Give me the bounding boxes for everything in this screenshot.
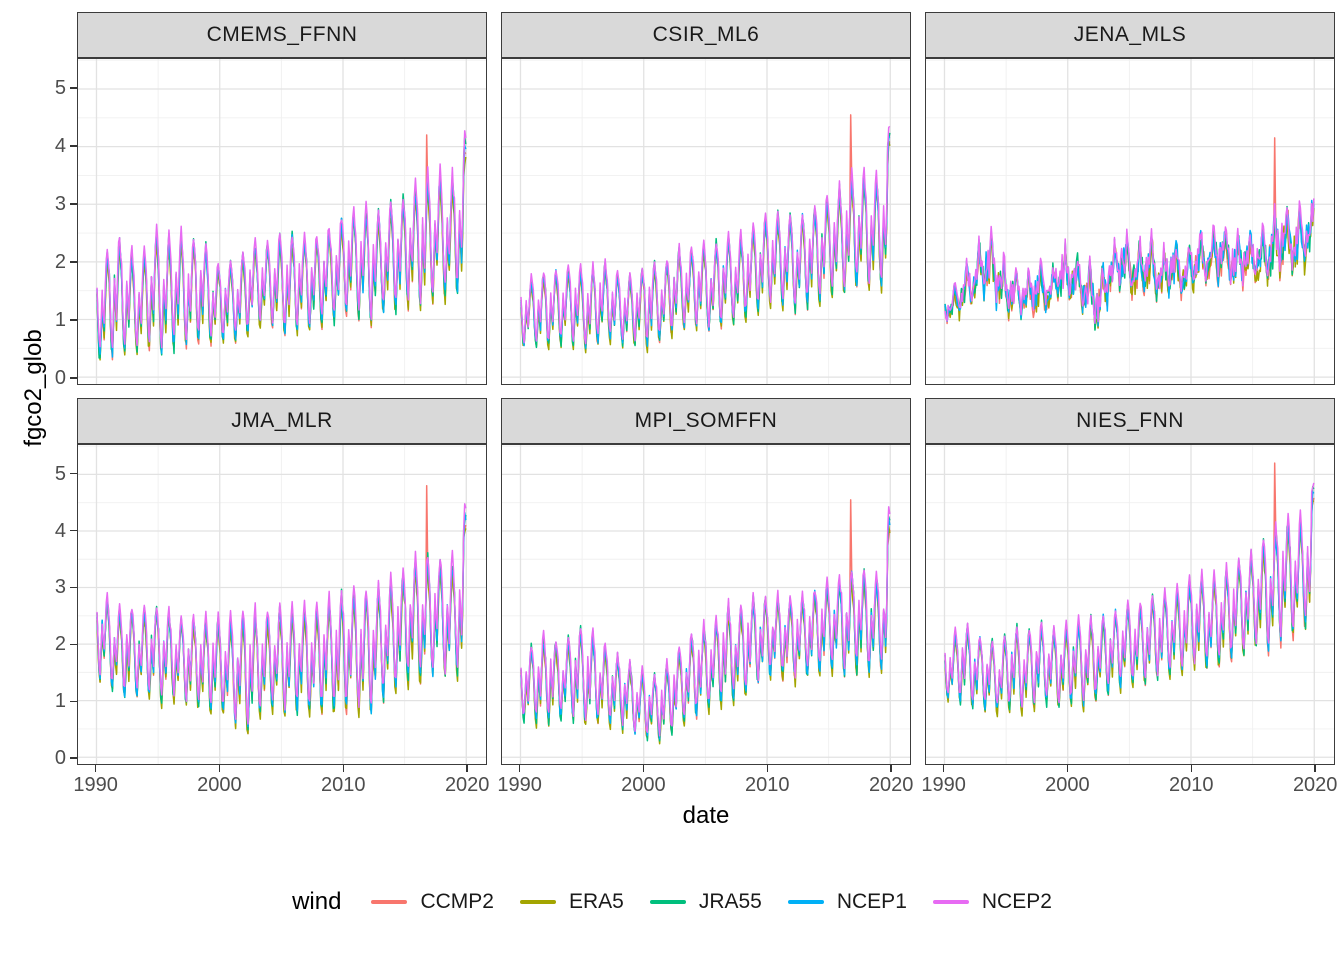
y-axis-tick [70,203,77,205]
y-axis-tick [70,261,77,263]
y-axis-tick-label: 1 [54,309,66,332]
y-axis-tick [70,377,77,379]
facet-plot-csir-ml6 [502,59,910,384]
facet-strip-mpi-somffn: MPI_SOMFFN [501,398,911,444]
facet-plot-mpi-somffn [502,445,910,764]
x-axis-tick-label: 2010 [745,774,790,796]
x-axis-tick [1190,765,1193,772]
y-axis-tick-label: 0 [54,747,66,770]
facet-strip-label: NIES_FNN [1076,409,1184,432]
y-axis-tick [70,529,77,532]
y-axis-tick-label: 4 [54,135,66,158]
facet-strip-label: CMEMS_FFNN [206,23,358,46]
legend-key-line-era5 [519,900,556,904]
y-axis-tick-label: 2 [54,633,66,656]
x-axis-tick [342,765,345,772]
facet-strip-csir-ml6: CSIR_ML6 [501,12,911,58]
x-axis-tick-label: 1990 [497,774,542,796]
x-axis-tick-label: 2000 [1045,774,1090,796]
x-axis-tick [1314,765,1316,772]
facet-panel-jma-mlr [77,444,487,765]
x-axis-tick [518,765,521,772]
legend-entry-jra55: JRA55 [649,890,762,914]
x-axis-tick-label: 2000 [197,774,242,796]
legend: wind CCMP2 ERA5 JRA55 NCEP1 NCEP2 [0,878,1344,926]
x-axis-tick [466,765,468,772]
y-axis-tick-label: 3 [54,193,66,216]
y-axis-tick-label: 1 [54,690,66,713]
facet-strip-jma-mlr: JMA_MLR [77,398,487,444]
facet-plot-cmems-ffnn [78,59,486,384]
legend-label: ERA5 [568,890,624,913]
x-axis-title: date [682,802,730,829]
series-line-ncep2 [520,506,891,737]
facet-panel-nies-fnn [925,444,1335,765]
legend-entry-ccmp2: CCMP2 [371,890,494,914]
y-axis-tick-label: 2 [54,251,66,274]
legend-key-line-ccmp2 [371,900,408,904]
legend-key-line-ncep1 [787,900,824,904]
y-axis-tick-label: 4 [54,519,66,542]
legend-entry-era5: ERA5 [519,890,624,914]
y-axis-tick-label: 0 [54,367,66,389]
legend-entry-ncep2: NCEP2 [932,890,1052,914]
facet-strip-cmems-ffnn: CMEMS_FFNN [77,12,487,58]
y-axis-tick [70,700,77,703]
x-axis-tick [94,765,97,772]
y-axis-tick [70,145,77,147]
y-axis-tick-label: 5 [54,462,66,485]
legend-entry-ncep1: NCEP1 [787,890,907,914]
series-line-ncep2 [520,125,891,345]
facet-strip-nies-fnn: NIES_FNN [925,398,1335,444]
series-line-ncep2 [944,482,1315,708]
series-line-ncep2 [944,198,1315,325]
facet-plot-jena-mls [926,59,1334,384]
y-axis-tick-label: 3 [54,576,66,599]
x-axis-tick-label: 2000 [621,774,666,796]
x-axis-tick-label: 2020 [868,774,914,796]
facet-panel-mpi-somffn [501,444,911,765]
y-axis-tick [70,319,77,321]
x-axis-tick-label: 2010 [321,774,366,796]
y-axis-tick [70,757,77,759]
facet-strip-label: JENA_MLS [1073,23,1187,46]
y-axis-tick [70,586,77,589]
facet-plot-nies-fnn [926,445,1334,764]
facet-strip-label: MPI_SOMFFN [634,409,778,432]
legend-key-line-ncep2 [932,900,969,904]
x-axis-tick-label: 2020 [1292,774,1338,796]
legend-label: CCMP2 [420,890,494,913]
legend-label: NCEP1 [836,890,907,913]
x-axis-tick [218,765,221,772]
legend-title: wind [292,888,342,915]
facet-panel-csir-ml6 [501,58,911,385]
facet-plot-jma-mlr [78,445,486,764]
x-axis-tick [1066,765,1069,772]
legend-key-line-jra55 [649,900,686,904]
facet-strip-jena-mls: JENA_MLS [925,12,1335,58]
facet-strip-label: CSIR_ML6 [652,23,760,46]
x-axis-tick-label: 1990 [73,774,118,796]
legend-label: NCEP2 [981,890,1052,913]
x-axis-tick [642,765,645,772]
y-axis-tick-label: 5 [54,77,66,100]
x-axis-tick-label: 2010 [1169,774,1214,796]
facet-panel-jena-mls [925,58,1335,385]
x-axis-tick-label: 2020 [444,774,490,796]
y-axis-tick [70,87,77,89]
y-axis-tick [70,472,77,475]
legend-label: JRA55 [698,890,762,913]
y-axis-tick [70,643,77,646]
series-line-ncep2 [96,503,467,725]
facet-panel-cmems-ffnn [77,58,487,385]
x-axis-tick-label: 1990 [921,774,966,796]
x-axis-tick [942,765,945,772]
x-axis-tick [766,765,769,772]
facet-strip-label: JMA_MLR [231,409,333,432]
x-axis-tick [890,765,892,772]
series-line-ncep2 [96,130,467,349]
